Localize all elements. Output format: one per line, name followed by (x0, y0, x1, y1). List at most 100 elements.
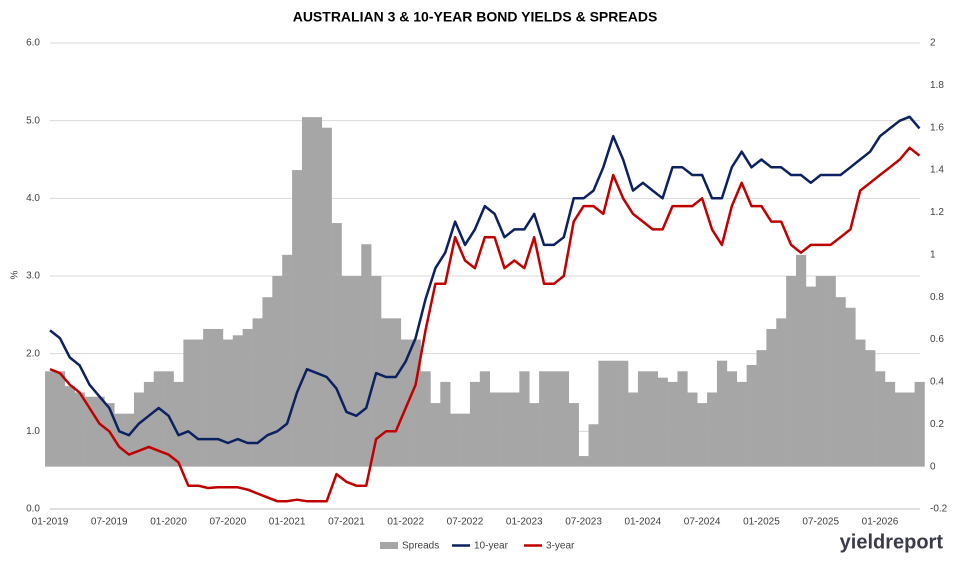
bar (726, 371, 738, 467)
bar (588, 424, 599, 467)
bar (815, 276, 826, 467)
bar (558, 371, 570, 467)
bar (479, 371, 491, 467)
bar (361, 244, 372, 467)
bar (242, 328, 253, 467)
bar (875, 371, 886, 467)
bar (272, 276, 283, 467)
bar (509, 392, 520, 467)
y2-tick-label: 1.4 (930, 165, 944, 176)
bar (568, 403, 579, 467)
bar (321, 127, 332, 467)
bar (796, 254, 807, 467)
bar (469, 381, 481, 467)
bar (440, 381, 451, 467)
x-tick-label: 01-2021 (269, 517, 306, 528)
bar (865, 350, 876, 467)
bar (618, 360, 629, 467)
x-tick-label: 01-2024 (625, 517, 662, 528)
bar (608, 360, 619, 467)
y2-tick-label: 0.4 (930, 377, 944, 388)
bar (489, 392, 500, 467)
bar (637, 371, 649, 467)
line-series (49, 115, 921, 445)
y-tick-label: 2.0 (26, 348, 40, 359)
bar (213, 328, 224, 467)
bar (331, 223, 342, 467)
bar (894, 392, 906, 467)
y2-tick-label: 0.2 (930, 419, 944, 430)
y-tick-label: 4.0 (26, 193, 40, 204)
bar (173, 381, 184, 467)
y2-tick-label: 2 (930, 38, 936, 49)
bar (390, 318, 402, 467)
bar (766, 328, 777, 467)
bar (657, 377, 668, 467)
bar (420, 371, 431, 467)
y2-tick-label: -0.2 (930, 504, 948, 515)
y2-tick-label: 1.8 (930, 80, 944, 91)
x-tick-label: 07-2025 (802, 517, 839, 528)
bar (124, 413, 135, 467)
bar (341, 276, 352, 467)
bar (54, 371, 66, 467)
y2-tick-label: 1 (930, 249, 936, 260)
x-tick-label: 07-2023 (565, 517, 602, 528)
bar (647, 371, 658, 467)
bar (687, 392, 698, 467)
bar (805, 286, 817, 467)
y-tick-label: 1.0 (26, 426, 40, 437)
bar (598, 360, 609, 467)
bar (499, 392, 510, 467)
bar (104, 403, 115, 467)
bar (746, 364, 757, 467)
bar (114, 413, 125, 467)
bar (845, 307, 856, 467)
x-tick-label: 07-2022 (447, 517, 484, 528)
y-axis-label: % (10, 270, 21, 279)
brand-logo: yieldreport (840, 531, 944, 553)
bar (262, 297, 273, 467)
legend-swatch (380, 542, 398, 549)
bar (203, 328, 214, 467)
bar (519, 371, 530, 467)
bar (460, 413, 471, 467)
bar (855, 339, 866, 467)
bar (825, 276, 836, 467)
bar (884, 381, 896, 467)
bar (697, 403, 708, 467)
x-tick-label: 07-2019 (91, 517, 128, 528)
bar (904, 392, 915, 467)
bar (153, 371, 164, 467)
y2-tick-label: 0.6 (930, 334, 944, 345)
x-tick-label: 07-2024 (684, 517, 721, 528)
bar (94, 396, 105, 467)
bar (45, 371, 56, 467)
bar (578, 456, 589, 467)
bar (64, 386, 76, 467)
bar (252, 318, 263, 467)
bar (292, 170, 303, 467)
y-tick-label: 3.0 (26, 271, 40, 282)
bar (756, 350, 767, 467)
line-series (49, 146, 921, 503)
bar (183, 339, 194, 467)
bar (529, 403, 540, 467)
chart-title: AUSTRALIAN 3 & 10-YEAR BOND YIELDS & SPR… (293, 9, 658, 25)
bar (84, 396, 95, 467)
x-tick-label: 01-2022 (387, 517, 424, 528)
legend-label: 3-year (546, 541, 575, 552)
y-tick-label: 5.0 (26, 115, 40, 126)
bar (232, 335, 243, 467)
x-tick-label: 01-2019 (32, 517, 69, 528)
bar (628, 392, 639, 467)
x-tick-label: 07-2020 (210, 517, 247, 528)
bar (301, 117, 313, 467)
bar (539, 371, 550, 467)
bar (143, 381, 155, 467)
x-tick-label: 01-2025 (743, 517, 780, 528)
x-tick-label: 07-2021 (328, 517, 365, 528)
legend-label: Spreads (402, 541, 439, 552)
x-tick-label: 01-2026 (862, 517, 899, 528)
y2-tick-label: 1.6 (930, 122, 944, 133)
